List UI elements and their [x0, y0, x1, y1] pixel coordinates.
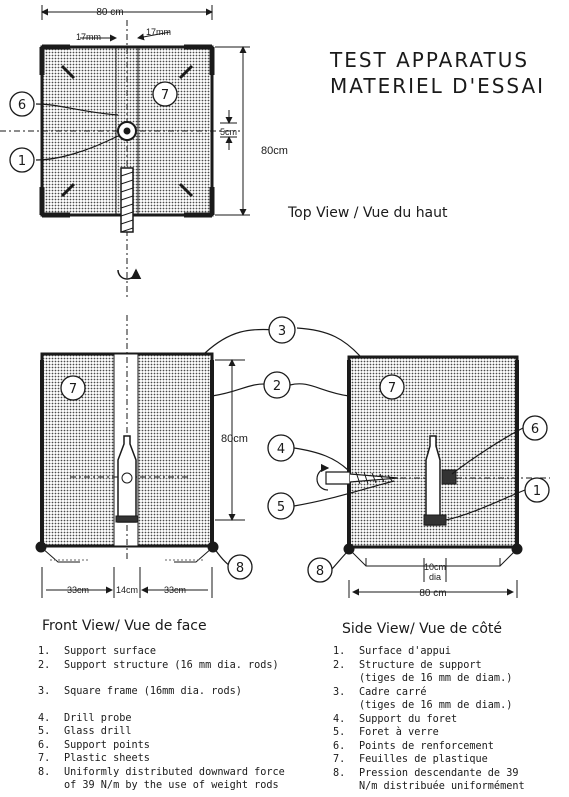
dim-33cm-left: 33cm [67, 585, 89, 595]
callout-1-top [9, 147, 35, 173]
legend-fr-item: 6. Points de renforcement [333, 740, 494, 752]
dimension-labels: 80 cm 17mm 17mm 5cm 80cm 80cm 33cm 14cm … [67, 7, 447, 599]
legend-en-item: 7. Plastic sheets [38, 753, 150, 764]
callout-6-top-label: 6 [18, 98, 26, 113]
legend-en-item: 6. Support points [38, 739, 150, 751]
callout-8-side-label: 8 [316, 564, 324, 579]
dim-14cm: 14cm [116, 585, 138, 595]
title-french: MATERIEL D'ESSAI [330, 74, 546, 98]
legend-en-item: 2. Support structure (16 mm dia. rods) [38, 659, 279, 671]
legend-fr-item: 1. Surface d'appui [333, 646, 452, 657]
callout-5-label: 5 [277, 500, 285, 515]
dim-5cm: 5cm [220, 127, 237, 137]
callout-7-side [379, 374, 405, 400]
callout-1-top-label: 1 [18, 154, 26, 169]
callout-7-top [152, 81, 178, 107]
callout-1-side [524, 477, 550, 503]
callouts [9, 81, 550, 583]
callout-7-side-label: 7 [388, 381, 396, 396]
dim-width-80-top: 80 cm [96, 7, 123, 18]
legend-fr-item: 4. Support du foret [333, 713, 458, 725]
legend-en-item: 4. Drill probe [38, 712, 132, 724]
legend-fr-item: 2. Structure de support (tiges de 16 mm d… [333, 659, 513, 685]
callout-4 [267, 434, 295, 462]
callout-2 [263, 371, 291, 399]
dim-17mm-right: 17mm [146, 27, 171, 37]
legend-en-item: 8. Uniformly distributed downward force o… [38, 766, 285, 792]
callout-4-label: 4 [277, 442, 285, 457]
legend-fr-item: 8. Pression descendante de 39 N/m distrib… [333, 767, 525, 793]
callout-6-top [9, 91, 35, 117]
callout-7-front-label: 7 [69, 382, 77, 397]
callout-7-top-label: 7 [161, 88, 169, 103]
top-view-label: Top View / Vue du haut [288, 205, 448, 221]
top-view [0, 5, 250, 300]
dim-33cm-right: 33cm [164, 585, 186, 595]
legend-en-item: 1. Support surface [38, 646, 157, 657]
callout-6-side [522, 415, 548, 441]
callout-8-front [227, 554, 253, 580]
dim-height-80-front: 80cm [221, 433, 248, 445]
callout-labels: 6 1 7 3 2 4 5 7 7 6 1 8 8 [18, 88, 541, 579]
callout-2-label: 2 [273, 379, 281, 394]
callout-8-front-label: 8 [236, 561, 244, 576]
legend-en-item: 5. Glass drill [38, 726, 132, 737]
callout-5 [267, 492, 295, 520]
dim-17mm-left: 17mm [76, 32, 101, 42]
callout-6-side-label: 6 [531, 422, 539, 437]
title-english: TEST APPARATUS [330, 48, 530, 72]
dim-width-80-side: 80 cm [419, 588, 446, 599]
front-view-label: Front View/ Vue de face [42, 618, 207, 634]
callout-3-label: 3 [278, 324, 286, 339]
callout-3 [268, 316, 296, 344]
side-view-drill-probe [325, 471, 351, 485]
side-view [289, 327, 550, 598]
callout-8-side [307, 557, 333, 583]
legend-fr-item: 5. Foret à verre [333, 727, 439, 738]
side-view-glass-drill [425, 435, 441, 526]
dim-height-80-top: 80cm [261, 145, 288, 157]
callout-7-front [60, 375, 86, 401]
side-view-label: Side View/ Vue de côté [342, 621, 502, 637]
legend-fr-item: 7. Feuilles de plastique [333, 754, 488, 765]
dim-dia: dia [429, 572, 441, 582]
legend-fr-item: 3. Cadre carré (tiges de 16 mm de diam.) [333, 686, 513, 712]
callout-1-side-label: 1 [533, 484, 541, 499]
legend-french: 1. Surface d'appui 2. Structure de support… [333, 645, 525, 794]
legend-en-item: 3. Square frame (16mm dia. rods) [38, 686, 242, 697]
dim-10cm: 10cm [424, 562, 446, 572]
legend-english: 1. Support surface 2. Support structure (1… [38, 645, 285, 793]
